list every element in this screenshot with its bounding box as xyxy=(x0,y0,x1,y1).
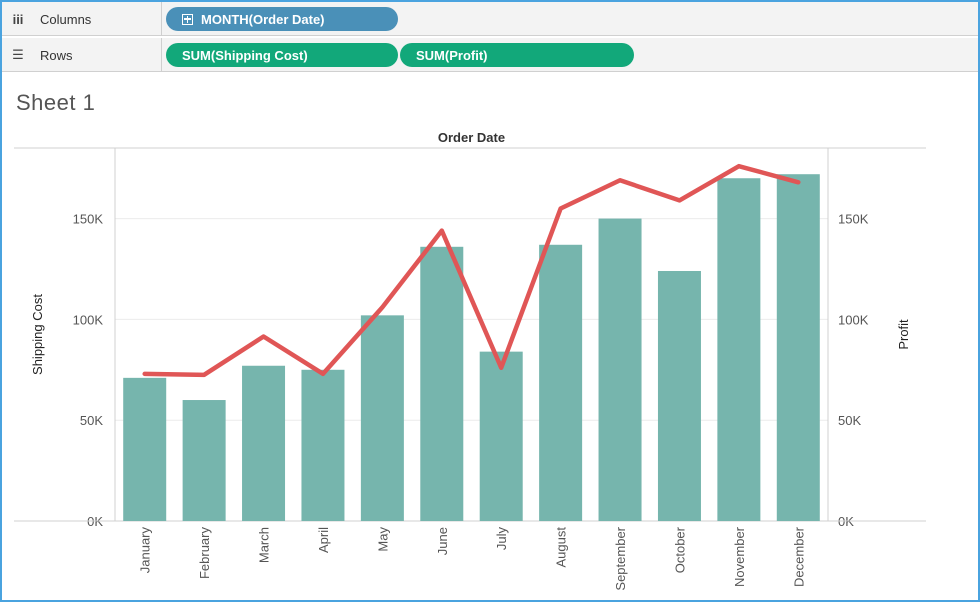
pill-month-order-date[interactable]: MONTH(Order Date) xyxy=(166,7,398,31)
bar-june xyxy=(420,246,464,521)
category-label: November xyxy=(732,526,747,587)
left-axis-title: Shipping Cost xyxy=(30,294,45,375)
rows-icon: ☰ xyxy=(12,47,24,62)
columns-shelf[interactable]: iii Columns MONTH(Order Date) xyxy=(2,2,978,36)
category-label: July xyxy=(494,527,509,551)
category-label: January xyxy=(138,527,153,574)
sheet-title: Sheet 1 xyxy=(16,90,96,115)
category-label: August xyxy=(554,527,569,568)
category-label: December xyxy=(791,526,806,587)
bar-december xyxy=(776,174,820,521)
chart-title: Order Date xyxy=(438,130,505,145)
category-label: May xyxy=(375,527,390,552)
bar-february xyxy=(182,400,226,521)
bar-april xyxy=(301,369,345,521)
left-tick-label: 50K xyxy=(80,413,103,428)
category-label: April xyxy=(316,527,331,553)
bar-january xyxy=(123,377,167,521)
bar-august xyxy=(539,244,583,521)
bar-march xyxy=(242,365,286,521)
pill-sum-profit[interactable]: SUM(Profit) xyxy=(400,43,634,67)
left-tick-label: 100K xyxy=(73,312,104,327)
rows-shelf-label: ☰ Rows xyxy=(2,38,162,72)
right-axis-title: Profit xyxy=(896,319,911,350)
columns-shelf-label: iii Columns xyxy=(2,2,162,36)
rows-shelf[interactable]: ☰ Rows SUM(Shipping Cost) SUM(Profit) xyxy=(2,38,978,72)
bar-september xyxy=(598,218,642,521)
bar-july xyxy=(479,351,523,521)
right-tick-label: 100K xyxy=(838,312,869,327)
expand-plus-icon[interactable] xyxy=(182,13,193,25)
pill-sum-shipping-cost[interactable]: SUM(Shipping Cost) xyxy=(166,43,398,67)
category-label: September xyxy=(613,526,628,590)
right-tick-label: 50K xyxy=(838,413,861,428)
bar-may xyxy=(360,315,404,521)
category-label: March xyxy=(257,527,272,563)
category-label: February xyxy=(197,527,212,580)
right-tick-label: 150K xyxy=(838,212,869,227)
category-label: June xyxy=(435,527,450,555)
bar-october xyxy=(657,270,701,521)
category-label: October xyxy=(672,526,687,573)
columns-icon: iii xyxy=(12,11,24,27)
profit-line xyxy=(142,163,801,378)
left-tick-label: 150K xyxy=(73,212,104,227)
bar-november xyxy=(717,178,761,522)
